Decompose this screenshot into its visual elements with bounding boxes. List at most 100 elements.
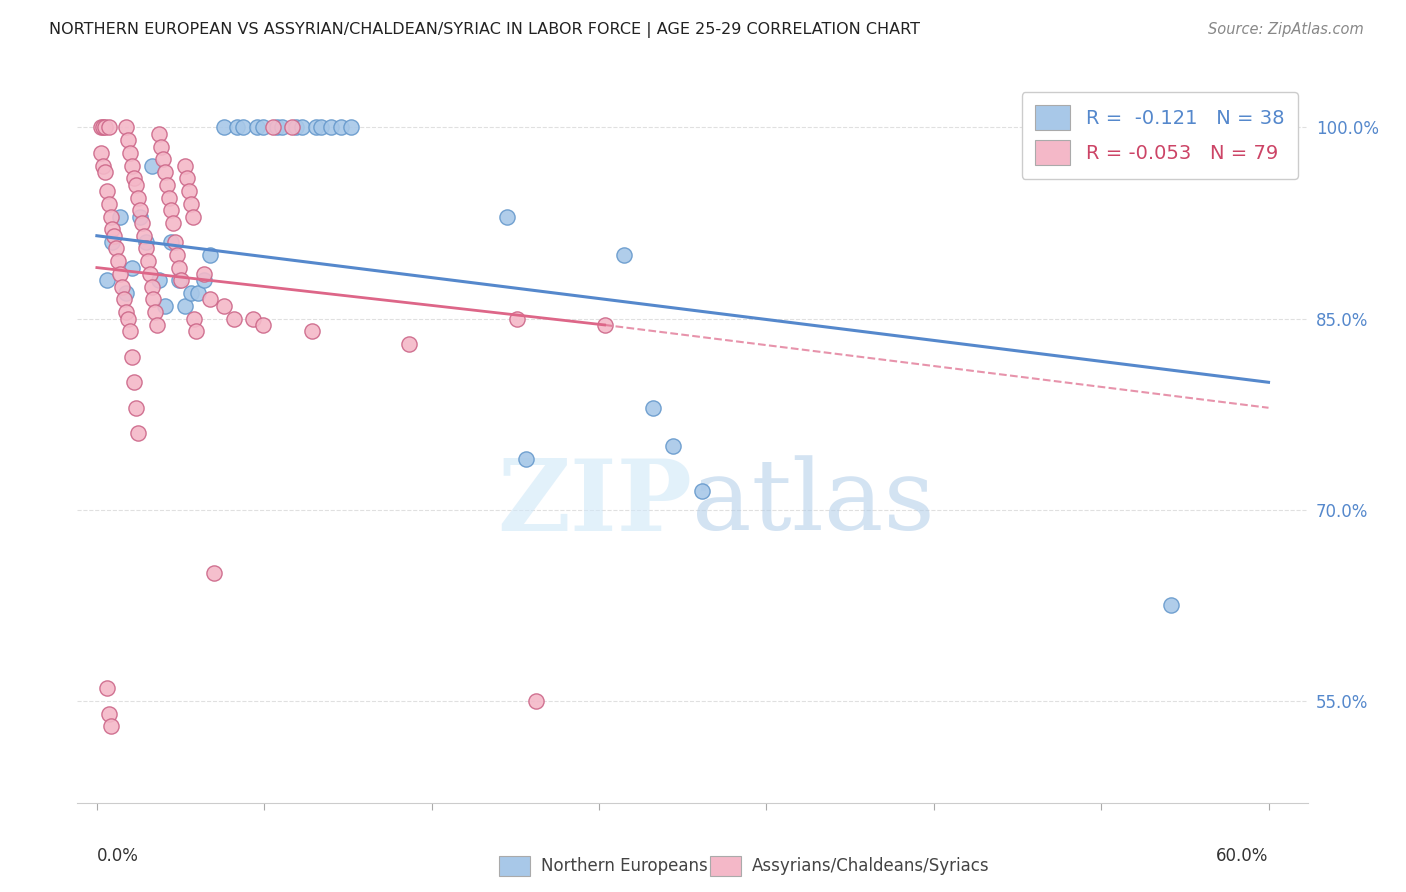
Point <box>177 184 200 198</box>
Point <box>321 120 343 135</box>
Point <box>117 133 139 147</box>
Point <box>152 153 174 167</box>
Point <box>100 719 122 733</box>
Point <box>155 165 177 179</box>
Point <box>291 120 314 135</box>
Point <box>643 401 665 415</box>
Point <box>117 311 139 326</box>
Point <box>398 337 420 351</box>
Point <box>93 165 115 179</box>
Point <box>339 120 361 135</box>
Point <box>193 273 215 287</box>
Point <box>212 299 235 313</box>
Point <box>97 706 120 721</box>
Point <box>266 120 288 135</box>
Point <box>330 120 353 135</box>
Point <box>90 145 112 160</box>
Point <box>96 681 118 695</box>
Text: atlas: atlas <box>693 455 935 551</box>
Point <box>91 159 114 173</box>
Point <box>105 242 128 256</box>
Point <box>173 159 195 173</box>
Point <box>506 311 529 326</box>
Point <box>524 694 547 708</box>
Point <box>110 267 132 281</box>
Point <box>593 318 616 332</box>
Point <box>115 305 138 319</box>
Point <box>160 203 183 218</box>
Point <box>180 197 202 211</box>
Point <box>127 426 149 441</box>
Point <box>128 203 150 218</box>
Text: Source: ZipAtlas.com: Source: ZipAtlas.com <box>1208 22 1364 37</box>
Point <box>122 376 145 390</box>
Point <box>246 120 269 135</box>
Point <box>281 120 304 135</box>
Point <box>135 242 157 256</box>
Point <box>163 235 186 249</box>
Point <box>198 293 221 307</box>
Point <box>173 299 195 313</box>
Point <box>110 210 132 224</box>
Point <box>515 451 537 466</box>
Point <box>167 260 190 275</box>
Point <box>97 197 120 211</box>
Point <box>93 120 115 135</box>
Point <box>128 210 150 224</box>
Point <box>127 190 149 204</box>
Point <box>183 311 205 326</box>
Point <box>90 120 112 135</box>
Point <box>115 120 138 135</box>
Point <box>690 483 713 498</box>
Point <box>121 260 143 275</box>
Point <box>212 120 235 135</box>
Point <box>100 210 122 224</box>
Point <box>148 127 170 141</box>
Point <box>187 286 209 301</box>
Point <box>311 120 333 135</box>
Point <box>148 273 170 287</box>
Point <box>176 171 198 186</box>
Point <box>120 145 141 160</box>
Point <box>301 324 323 338</box>
Legend: R =  -0.121   N = 38, R = -0.053   N = 79: R = -0.121 N = 38, R = -0.053 N = 79 <box>1022 92 1298 178</box>
Point <box>155 299 177 313</box>
Point <box>226 120 249 135</box>
Text: Northern Europeans: Northern Europeans <box>541 857 709 875</box>
Point <box>193 267 215 281</box>
Point <box>285 120 308 135</box>
Point <box>115 286 138 301</box>
Point <box>141 159 163 173</box>
Point <box>121 159 143 173</box>
Point <box>125 401 148 415</box>
Point <box>146 318 169 332</box>
Text: Assyrians/Chaldeans/Syriacs: Assyrians/Chaldeans/Syriacs <box>752 857 990 875</box>
Text: 60.0%: 60.0% <box>1216 847 1268 865</box>
Point <box>157 190 180 204</box>
Point <box>166 248 188 262</box>
Point <box>101 222 124 236</box>
Point <box>145 305 167 319</box>
Point <box>141 279 163 293</box>
Point <box>202 566 225 581</box>
Point <box>122 171 145 186</box>
Point <box>181 210 204 224</box>
Point <box>156 178 179 192</box>
Point <box>262 120 284 135</box>
Point <box>662 439 685 453</box>
Point <box>1160 599 1182 613</box>
Point <box>304 120 326 135</box>
Point <box>101 235 124 249</box>
Point <box>111 279 134 293</box>
Point <box>131 216 153 230</box>
Point <box>167 273 190 287</box>
Point <box>613 248 636 262</box>
Point <box>252 120 274 135</box>
Point <box>496 210 519 224</box>
Point <box>242 311 264 326</box>
Point <box>150 139 173 153</box>
Point <box>107 254 129 268</box>
Text: 0.0%: 0.0% <box>97 847 139 865</box>
Point <box>112 293 135 307</box>
Point <box>232 120 254 135</box>
